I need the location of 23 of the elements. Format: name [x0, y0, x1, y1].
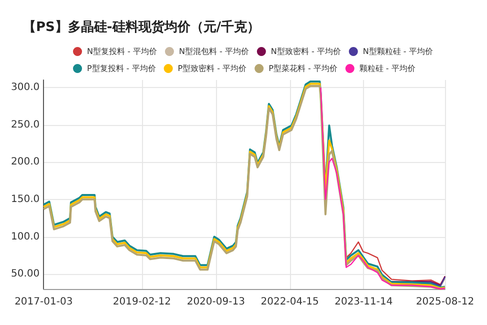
legend-label: P型复投料 - 平均价: [87, 64, 156, 73]
x-tick-label: 2025-08-12: [416, 296, 474, 308]
x-tick-label: 2017-01-03: [14, 296, 73, 308]
x-tick-label: 2019-02-12: [112, 296, 172, 308]
y-tick-label: 300.0: [10, 82, 40, 93]
x-tick-label: 2023-11-14: [334, 296, 393, 308]
legend-label: N型混包料 - 平均价: [178, 47, 249, 56]
y-tick-label: 150.0: [10, 194, 40, 205]
legend-label: N型致密料 - 平均价: [270, 47, 341, 56]
legend-label: N型复投料 - 平均价: [87, 47, 157, 56]
chart-title: 【PS】多晶硅-硅料现货均价（元/千克）: [23, 19, 260, 35]
line-series: [346, 241, 446, 286]
legend-label: N型颗粒硅 - 平均价: [362, 47, 433, 56]
y-tick-label: 200.0: [10, 156, 40, 168]
y-tick-label: 100.0: [10, 231, 40, 242]
legend-label: P型致密料 - 平均价: [178, 64, 247, 73]
x-tick-label: 2020-09-13: [186, 296, 245, 308]
x-tick-label: 2022-04-15: [260, 296, 319, 308]
y-tick-label: 50.00: [10, 268, 40, 280]
legend-label: 颗粒硅 - 平均价: [359, 64, 416, 73]
line-series: [320, 86, 446, 290]
legend-label: P型菜花料 - 平均价: [268, 64, 338, 73]
y-tick-label: 250.0: [10, 119, 40, 130]
